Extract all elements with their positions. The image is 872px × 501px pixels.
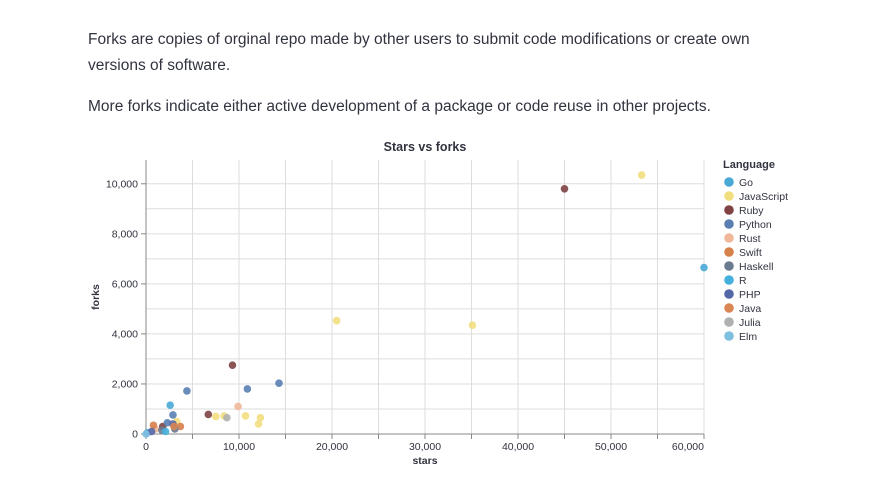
- data-point-julia[interactable]: [223, 413, 231, 422]
- legend-swatch: [724, 261, 734, 271]
- legend-swatch: [724, 247, 734, 257]
- y-tick-label: 6,000: [112, 278, 138, 290]
- legend-item-label: Python: [739, 219, 772, 231]
- forks-note-paragraph: More forks indicate either active develo…: [88, 98, 711, 115]
- data-point-javascript[interactable]: [254, 420, 263, 428]
- legend-item-label: Java: [739, 303, 761, 315]
- data-point-java[interactable]: [170, 422, 178, 431]
- data-point-ruby[interactable]: [228, 361, 237, 369]
- y-tick-label: 4,000: [112, 328, 138, 340]
- y-tick-label: 8,000: [112, 228, 138, 240]
- y-tick-label: 0: [132, 429, 138, 441]
- legend-item-label: JavaScript: [739, 191, 788, 203]
- legend-item-label: Haskell: [739, 261, 773, 273]
- legend-swatch: [724, 219, 734, 229]
- x-tick-label: 10,000: [223, 441, 255, 453]
- legend-swatch: [724, 177, 734, 187]
- data-point-rust[interactable]: [234, 402, 242, 411]
- description-paragraph: Forks are copies of orginal repo made by…: [88, 31, 750, 74]
- legend-item-label: Julia: [739, 317, 761, 329]
- x-axis-label: stars: [412, 455, 437, 467]
- data-points[interactable]: [142, 171, 708, 438]
- y-axis-label: forks: [90, 284, 102, 310]
- legend-swatch: [724, 331, 734, 341]
- y-tick-label: 10,000: [106, 178, 138, 190]
- data-point-ruby[interactable]: [204, 410, 213, 419]
- legend-swatch: [724, 317, 734, 327]
- legend-swatch: [724, 303, 734, 313]
- data-point-python[interactable]: [275, 379, 283, 388]
- x-tick-label: 60,000: [672, 441, 704, 453]
- data-point-javascript[interactable]: [468, 321, 477, 329]
- legend-item-label: Rust: [739, 233, 761, 245]
- grid: [145, 160, 705, 435]
- data-point-swift[interactable]: [149, 421, 158, 430]
- data-point-ruby[interactable]: [560, 184, 569, 193]
- legend-item-label: Elm: [739, 331, 757, 343]
- legend-swatch: [724, 289, 734, 299]
- legend-swatch: [724, 191, 734, 201]
- data-point-javascript[interactable]: [332, 316, 341, 325]
- legend-item-label: PHP: [739, 289, 761, 301]
- legend-swatch: [724, 205, 734, 215]
- data-point-python[interactable]: [169, 411, 177, 419]
- data-point-elm[interactable]: [142, 430, 150, 438]
- legend: Language Go JavaScript Ruby Python Rust Swift…: [723, 159, 788, 343]
- data-point-javascript[interactable]: [211, 412, 220, 421]
- axes: 0 10,000 20,000 30,000 40,000 50,000 60,000 0 2,…: [106, 160, 705, 453]
- data-point-javascript[interactable]: [256, 413, 265, 422]
- data-point-go[interactable]: [700, 263, 708, 272]
- x-tick-label: 50,000: [595, 441, 627, 453]
- legend-swatch: [724, 233, 734, 243]
- legend-item-label: R: [739, 275, 747, 287]
- x-tick-label: 40,000: [502, 441, 534, 453]
- x-tick-label: 20,000: [316, 441, 348, 453]
- chart-title: Stars vs forks: [384, 140, 467, 154]
- data-point-go[interactable]: [166, 401, 174, 410]
- data-point-r[interactable]: [161, 427, 170, 436]
- legend-item-label: Go: [739, 177, 753, 189]
- data-point-python[interactable]: [243, 385, 252, 393]
- legend-title: Language: [723, 159, 775, 171]
- data-point-python[interactable]: [183, 387, 191, 395]
- x-tick-label: 0: [143, 441, 149, 453]
- x-tick-label: 30,000: [409, 441, 441, 453]
- legend-item-label: Swift: [739, 247, 762, 259]
- legend-item-label: Ruby: [739, 205, 764, 217]
- legend-swatch: [724, 275, 734, 285]
- data-point-javascript[interactable]: [637, 171, 646, 179]
- data-point-javascript[interactable]: [241, 412, 250, 420]
- y-tick-label: 2,000: [112, 378, 138, 390]
